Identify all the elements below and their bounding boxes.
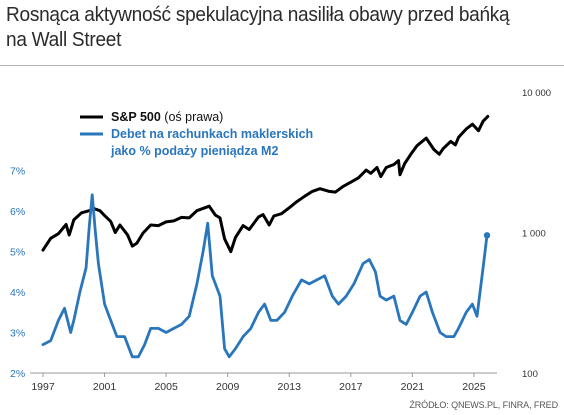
x-tick-label: 2017 bbox=[339, 381, 363, 393]
y-left-tick-label: 3% bbox=[10, 328, 25, 340]
title-divider bbox=[0, 65, 564, 66]
x-tick-label: 2021 bbox=[401, 381, 425, 393]
series-line-sp500 bbox=[41, 114, 490, 254]
chart-title: Rosnąca aktywność spekulacyjna nasiliła … bbox=[6, 3, 510, 51]
y-left-tick-label: 5% bbox=[10, 247, 25, 259]
x-tick-label: 2001 bbox=[93, 381, 117, 393]
source-note: ŹRÓDŁO: QNEWS.PL, FINRA, FRED bbox=[409, 400, 558, 410]
y-right-tick-label: 10 000 bbox=[522, 88, 551, 99]
y-left-tick-label: 6% bbox=[10, 206, 25, 218]
y-right-tick-label: 100 bbox=[522, 369, 538, 380]
y-left-tick-label: 2% bbox=[10, 368, 25, 380]
x-tick-label: 2013 bbox=[278, 381, 302, 393]
series-line-margin-debt bbox=[41, 193, 489, 359]
x-tick-label: 2009 bbox=[216, 381, 240, 393]
y-right-tick-label: 1 000 bbox=[522, 229, 546, 240]
legend-label-sp500: S&P 500 (oś prawa) bbox=[111, 110, 223, 124]
legend-label-margin-debt-line1: Debet na rachunkach maklerskich bbox=[111, 127, 313, 141]
y-left-tick-label: 4% bbox=[10, 287, 25, 299]
x-tick-label: 2025 bbox=[462, 381, 486, 393]
y-left-tick-label: 7% bbox=[10, 166, 25, 178]
chart-axes: 1997 2001 2005 2009 2013 2017 2021 2025 2% 3% 4% 5%… bbox=[10, 88, 551, 393]
last-point-marker bbox=[483, 232, 491, 239]
chart-lines bbox=[41, 114, 491, 359]
x-tick-label: 1997 bbox=[31, 381, 55, 393]
chart-legend: S&P 500 (oś prawa) Debet na rachunkach m… bbox=[80, 110, 313, 158]
x-tick-label: 2005 bbox=[154, 381, 178, 393]
legend-label-margin-debt-line2: jako % podaży pieniądza M2 bbox=[110, 144, 278, 158]
